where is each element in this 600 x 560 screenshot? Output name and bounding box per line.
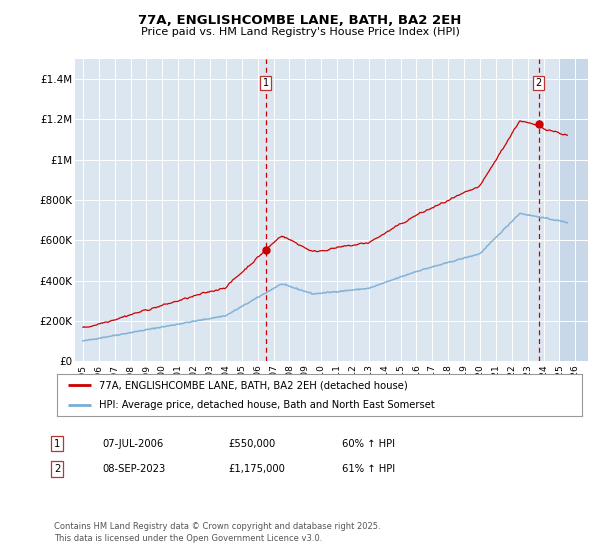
Text: 08-SEP-2023: 08-SEP-2023	[102, 464, 165, 474]
Text: 2: 2	[54, 464, 60, 474]
Text: £550,000: £550,000	[228, 438, 275, 449]
Text: 77A, ENGLISHCOMBE LANE, BATH, BA2 2EH: 77A, ENGLISHCOMBE LANE, BATH, BA2 2EH	[139, 13, 461, 27]
Bar	[559, 59, 588, 361]
Text: £1,175,000: £1,175,000	[228, 464, 285, 474]
Text: 1: 1	[54, 438, 60, 449]
Text: 60% ↑ HPI: 60% ↑ HPI	[342, 438, 395, 449]
Text: Contains HM Land Registry data © Crown copyright and database right 2025.
This d: Contains HM Land Registry data © Crown c…	[54, 522, 380, 543]
Text: 1: 1	[263, 78, 269, 88]
Text: 61% ↑ HPI: 61% ↑ HPI	[342, 464, 395, 474]
Bar	[559, 59, 588, 361]
Text: 77A, ENGLISHCOMBE LANE, BATH, BA2 2EH (detached house): 77A, ENGLISHCOMBE LANE, BATH, BA2 2EH (d…	[99, 380, 408, 390]
Text: HPI: Average price, detached house, Bath and North East Somerset: HPI: Average price, detached house, Bath…	[99, 400, 435, 410]
Text: 07-JUL-2006: 07-JUL-2006	[102, 438, 163, 449]
Text: Price paid vs. HM Land Registry's House Price Index (HPI): Price paid vs. HM Land Registry's House …	[140, 27, 460, 38]
Text: 2: 2	[535, 78, 542, 88]
